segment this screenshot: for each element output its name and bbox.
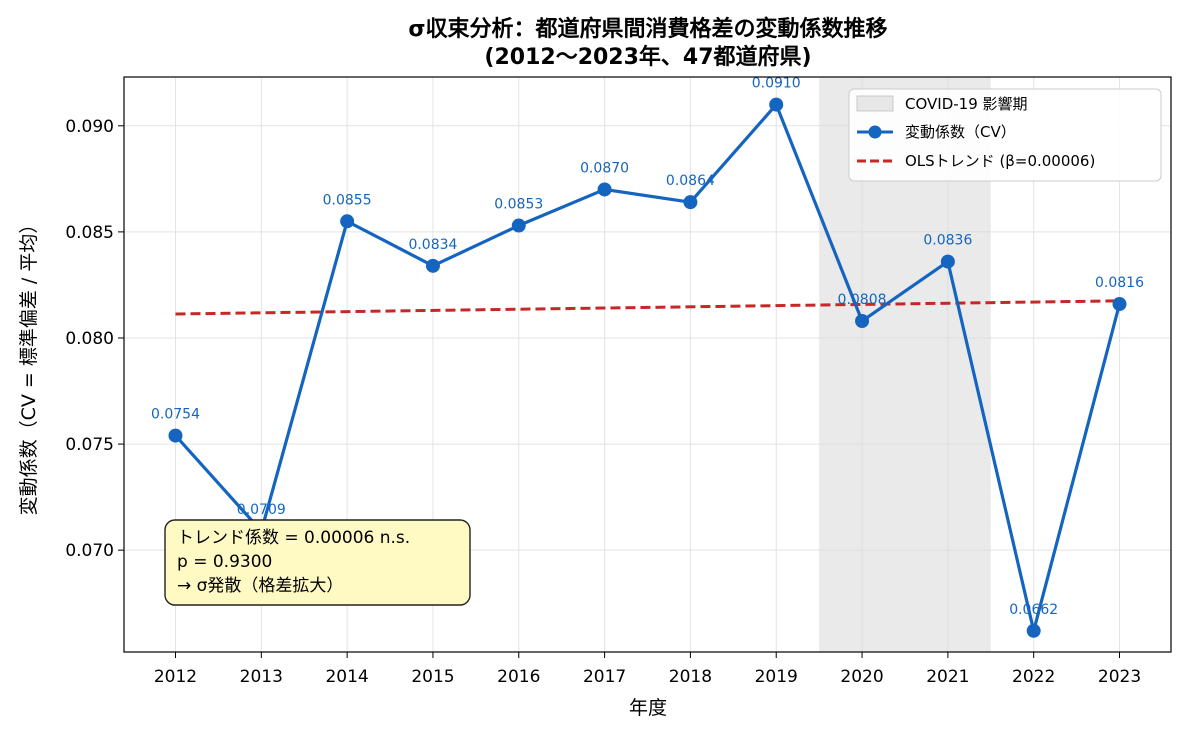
y-axis-label: 変動係数（CV = 標準偏差 / 平均） <box>18 215 40 516</box>
x-axis-label: 年度 <box>629 697 667 719</box>
cv-data-label: 0.0709 <box>237 502 286 518</box>
chart-title-line2: (2012〜2023年、47都道府県) <box>484 44 811 70</box>
cv-points <box>168 97 1127 638</box>
ols-trend-line <box>175 299 1120 316</box>
cv-series-line <box>174 102 1122 633</box>
x-tick-label: 2016 <box>497 667 540 687</box>
y-axis-ticks: 0.070 0.075 0.080 0.085 0.090 <box>65 117 124 561</box>
cv-data-label: 0.0808 <box>838 292 887 308</box>
x-tick-label: 2018 <box>669 667 712 687</box>
x-tick-label: 2012 <box>154 667 197 687</box>
cv-data-label: 0.0910 <box>752 76 801 92</box>
legend-entry-covid: COVID-19 影響期 <box>905 95 1028 113</box>
cv-data-label: 0.0870 <box>580 160 629 176</box>
cv-point <box>855 314 870 329</box>
annotation-line-1: トレンド係数 = 0.00006 n.s. <box>177 528 410 548</box>
cv-data-labels: 0.0754 0.0709 0.0855 0.0834 0.0853 0.0870 0.08… <box>151 76 1144 618</box>
cv-point <box>1112 297 1127 312</box>
cv-data-label: 0.0853 <box>494 197 543 213</box>
cv-point <box>168 428 183 443</box>
cv-point <box>425 258 440 273</box>
legend-shade-swatch <box>856 95 894 112</box>
cv-point <box>1026 623 1041 638</box>
x-tick-label: 2017 <box>583 667 626 687</box>
legend-frame <box>848 88 1162 182</box>
y-tick-label: 0.075 <box>65 435 114 455</box>
cv-data-label: 0.0834 <box>408 237 457 253</box>
x-tick-label: 2020 <box>840 667 883 687</box>
chart-title-line1: σ収束分析：都道府県間消費格差の変動係数推移 <box>408 16 887 42</box>
plot-frame <box>123 76 1172 653</box>
cv-data-label: 0.0662 <box>1009 602 1058 618</box>
y-tick-label: 0.070 <box>65 541 114 561</box>
x-tick-label: 2021 <box>926 667 969 687</box>
cv-point <box>340 214 355 229</box>
cv-data-label: 0.0836 <box>923 233 972 249</box>
cv-point <box>597 182 612 197</box>
annotation-line-2: p = 0.9300 <box>177 552 272 572</box>
x-tick-label: 2013 <box>240 667 283 687</box>
legend: COVID-19 影響期 変動係数（CV） OLSトレンド (β=0.00006… <box>848 88 1162 182</box>
x-tick-label: 2023 <box>1098 667 1141 687</box>
legend-entry-cv: 変動係数（CV） <box>905 123 1016 141</box>
trend-annotation-box: トレンド係数 = 0.00006 n.s. p = 0.9300 → σ発散（格… <box>164 519 471 606</box>
x-tick-label: 2014 <box>325 667 368 687</box>
y-tick-label: 0.090 <box>65 117 114 137</box>
x-tick-label: 2015 <box>411 667 454 687</box>
cv-point <box>683 195 698 210</box>
y-tick-label: 0.080 <box>65 329 114 349</box>
cv-point <box>511 218 526 233</box>
legend-entry-trend: OLSトレンド (β=0.00006) <box>905 152 1095 170</box>
annotation-line-3: → σ発散（格差拡大） <box>177 576 343 596</box>
cv-data-label: 0.0864 <box>666 173 715 189</box>
cv-point <box>940 254 955 269</box>
annotation-frame <box>164 519 471 606</box>
x-tick-label: 2022 <box>1012 667 1055 687</box>
cv-point <box>769 97 784 112</box>
legend-series-marker <box>868 125 882 139</box>
cv-data-label: 0.0754 <box>151 407 200 423</box>
x-axis-ticks: 2012 2013 2014 2015 2016 2017 2018 2019 2020 2021… <box>154 652 1141 687</box>
cv-data-label: 0.0855 <box>323 192 372 208</box>
cv-data-label: 0.0816 <box>1095 275 1144 291</box>
y-tick-label: 0.085 <box>65 223 114 243</box>
x-tick-label: 2019 <box>755 667 798 687</box>
